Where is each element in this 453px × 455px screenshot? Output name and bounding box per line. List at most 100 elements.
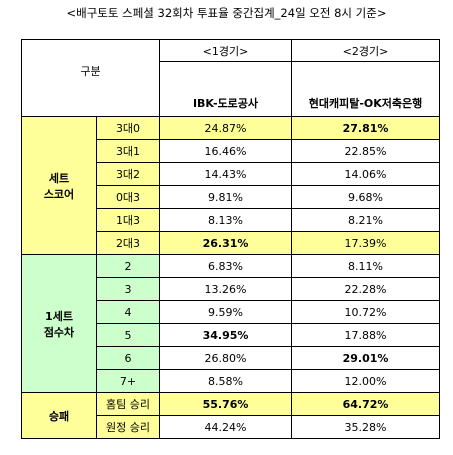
row-label: 홈팀 승리 — [96, 392, 160, 416]
value-cell: 8.11% — [291, 254, 440, 278]
value-cell: 8.13% — [159, 208, 292, 232]
value-cell: 12.00% — [291, 369, 440, 393]
value-text: 6.83% — [208, 259, 243, 273]
match-label: <1경기> — [159, 39, 292, 62]
value-cell: 8.21% — [291, 208, 440, 232]
row-label: 원정 승리 — [96, 415, 160, 439]
section-label: 승패 — [21, 392, 97, 439]
value-text: 16.46% — [204, 144, 247, 158]
value-cell: 10.72% — [291, 300, 440, 324]
row-label: 5 — [96, 323, 160, 347]
value-cell: 17.39% — [291, 231, 440, 255]
row-label-text: 원정 승리 — [106, 421, 150, 434]
value-cell: 22.85% — [291, 139, 440, 163]
value-cell: 64.72% — [291, 392, 440, 416]
team-name: 현대캐피탈-OK저축은행 — [308, 97, 423, 110]
row-label-text: 1대3 — [115, 214, 141, 227]
team-label: IBK-도로공사 — [159, 61, 292, 117]
value-cell: 34.95% — [159, 323, 292, 347]
team-label: 현대캐피탈-OK저축은행 — [291, 61, 440, 117]
value-cell: 29.01% — [291, 346, 440, 370]
row-label-text: 3대1 — [115, 145, 141, 158]
row-label-text: 3대0 — [115, 122, 141, 135]
row-label-text: 2대3 — [115, 237, 141, 250]
value-cell: 26.80% — [159, 346, 292, 370]
match-label: <2경기> — [291, 39, 440, 62]
value-text: 14.43% — [204, 167, 247, 181]
value-text: 8.13% — [208, 213, 243, 227]
title: <배구토토 스페셜 32회차 투표율 중간집계_24일 오전 8시 기준> — [66, 6, 387, 20]
row-label-text: 7+ — [119, 374, 137, 388]
value-text: 8.11% — [348, 259, 383, 273]
value-text: 8.58% — [208, 374, 243, 388]
team-name: IBK-도로공사 — [192, 97, 259, 110]
row-label: 2대3 — [96, 231, 160, 255]
value-cell: 24.87% — [159, 116, 292, 140]
value-text: 9.59% — [208, 305, 243, 319]
value-text: 29.01% — [342, 351, 389, 365]
match-label-text: <2경기> — [342, 44, 389, 58]
value-text: 9.81% — [208, 190, 243, 204]
value-cell: 8.58% — [159, 369, 292, 393]
row-label: 6 — [96, 346, 160, 370]
value-text: 35.28% — [344, 420, 387, 434]
value-text: 9.68% — [348, 190, 383, 204]
value-cell: 14.06% — [291, 162, 440, 186]
section-label-line: 세트 — [48, 171, 70, 185]
row-label-text: 2 — [124, 259, 132, 273]
row-label-text: 홈팀 승리 — [106, 398, 150, 411]
row-label: 7+ — [96, 369, 160, 393]
row-label-text: 6 — [124, 351, 132, 365]
value-cell: 27.81% — [291, 116, 440, 140]
value-text: 14.06% — [344, 167, 387, 181]
row-label: 3대0 — [96, 116, 160, 140]
value-cell: 6.83% — [159, 254, 292, 278]
value-text: 10.72% — [344, 305, 387, 319]
value-cell: 17.88% — [291, 323, 440, 347]
section-label-line: 1세트 — [45, 309, 73, 323]
value-text: 34.95% — [202, 328, 249, 342]
section-label-line: 승패 — [48, 409, 70, 423]
row-label: 4 — [96, 300, 160, 324]
value-cell: 13.26% — [159, 277, 292, 301]
value-text: 13.26% — [204, 282, 247, 296]
header-group: 구분 — [21, 39, 160, 117]
row-label-text: 5 — [124, 328, 132, 342]
value-cell: 14.43% — [159, 162, 292, 186]
value-text: 22.85% — [344, 144, 387, 158]
value-text: 27.81% — [342, 121, 389, 135]
value-cell: 35.28% — [291, 415, 440, 439]
value-text: 55.76% — [202, 397, 249, 411]
row-label: 3대1 — [96, 139, 160, 163]
value-text: 26.80% — [204, 351, 247, 365]
row-label-text: 3 — [124, 282, 132, 296]
row-label: 0대3 — [96, 185, 160, 209]
row-label: 2 — [96, 254, 160, 278]
value-cell: 22.28% — [291, 277, 440, 301]
value-cell: 44.24% — [159, 415, 292, 439]
value-text: 8.21% — [348, 213, 383, 227]
value-cell: 55.76% — [159, 392, 292, 416]
section-label-line: 스코어 — [43, 187, 75, 201]
value-text: 12.00% — [344, 374, 387, 388]
value-cell: 9.81% — [159, 185, 292, 209]
match-label-text: <1경기> — [202, 44, 249, 58]
value-text: 44.24% — [204, 420, 247, 434]
row-label: 1대3 — [96, 208, 160, 232]
value-text: 26.31% — [202, 236, 249, 250]
row-label: 3대2 — [96, 162, 160, 186]
header-label: 구분 — [80, 65, 101, 78]
value-text: 17.39% — [344, 236, 387, 250]
value-cell: 9.68% — [291, 185, 440, 209]
row-label-text: 4 — [124, 305, 132, 319]
section-label-line: 점수차 — [43, 325, 75, 339]
value-cell: 9.59% — [159, 300, 292, 324]
value-text: 24.87% — [204, 121, 247, 135]
value-text: 22.28% — [344, 282, 387, 296]
value-cell: 26.31% — [159, 231, 292, 255]
row-label-text: 3대2 — [115, 168, 141, 181]
value-text: 64.72% — [342, 397, 389, 411]
